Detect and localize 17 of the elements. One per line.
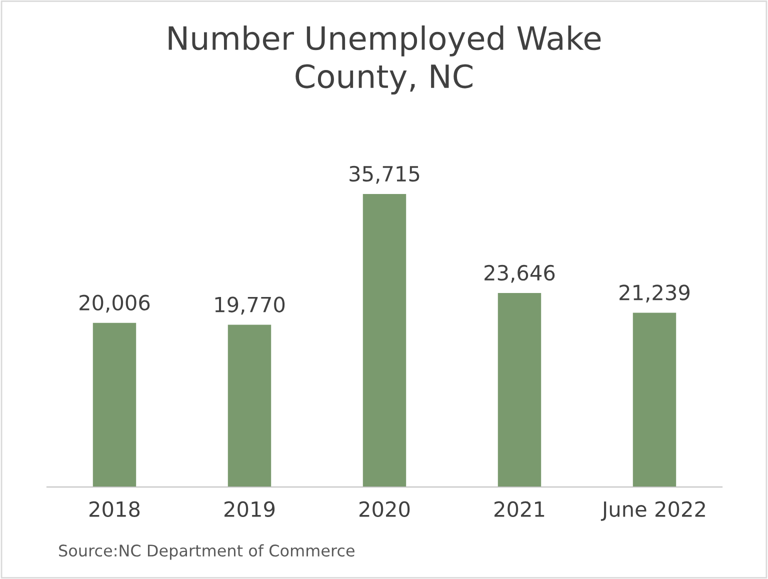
chart-title: Number Unemployed Wake County, NC [168,25,601,95]
bar [362,194,406,487]
data-label: 35,715 [350,166,420,184]
x-tick-label: 2018 [90,501,140,518]
bar [92,322,136,487]
bar [632,312,676,487]
bar [498,293,542,487]
data-label: 23,646 [484,264,555,283]
x-tick-label: 2020 [360,501,410,518]
bar [228,324,272,487]
x-tick-label: June 2022 [600,501,705,521]
data-label: 19,770 [215,296,285,315]
x-tick-label: 2021 [494,501,544,518]
data-label: 20,006 [80,294,150,313]
source-note: Source:NC Department of Commerce [59,544,354,560]
x-tick-label: 2019 [224,501,275,518]
data-label: 21,239 [620,284,690,303]
